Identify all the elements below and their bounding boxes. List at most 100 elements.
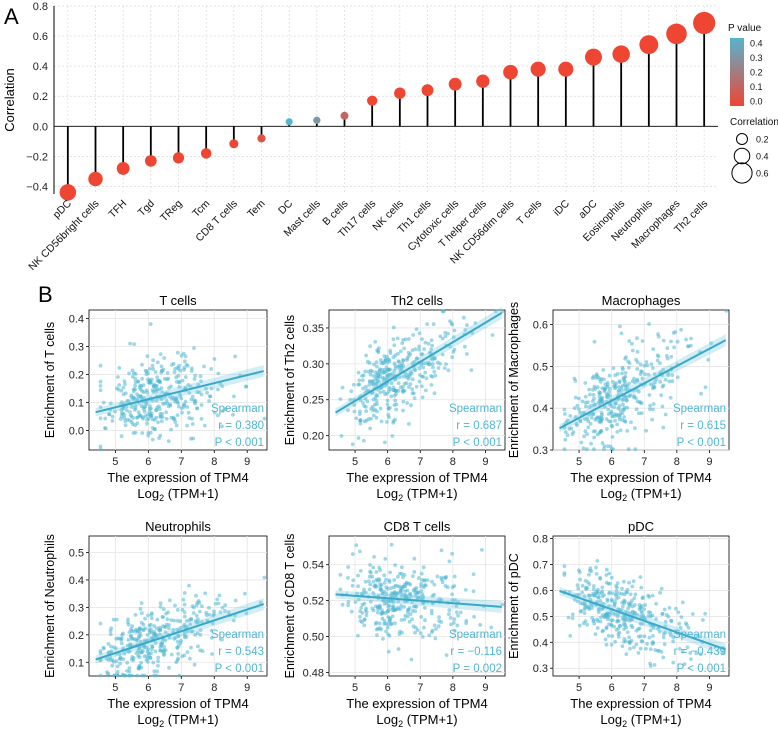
plot-area-a <box>54 6 718 194</box>
data-point <box>600 629 605 634</box>
data-point <box>372 555 376 559</box>
data-point <box>156 663 160 668</box>
point-idc <box>558 61 574 77</box>
data-point <box>188 622 193 627</box>
data-point <box>176 373 181 378</box>
data-point <box>562 447 567 452</box>
data-point <box>598 398 603 403</box>
data-point <box>422 347 426 351</box>
panel-title: CD8 T cells <box>384 519 451 534</box>
data-point <box>383 359 388 363</box>
data-point <box>186 410 191 415</box>
scatter-panel-cd8-t-cells: Spearman r = −0.116 P = 0.002 5 6 7 8 9 0.48 0.50… <box>283 519 506 729</box>
data-point <box>585 432 589 436</box>
data-point <box>647 393 652 397</box>
data-point <box>622 621 627 625</box>
data-point <box>137 655 142 660</box>
data-point <box>147 630 152 634</box>
data-point <box>655 358 660 363</box>
x-axis-subtitle-main: Log <box>600 486 622 501</box>
data-point <box>573 395 578 400</box>
data-point <box>363 396 368 401</box>
data-point <box>630 584 635 589</box>
data-point <box>98 405 103 409</box>
data-point <box>623 371 628 375</box>
data-point <box>463 344 467 349</box>
data-point <box>650 593 655 598</box>
x-axis-subtitle-rest: (TPM+1) <box>627 486 682 501</box>
data-point <box>373 370 378 375</box>
point-t-helper-cells <box>476 74 490 88</box>
data-point <box>154 408 158 413</box>
data-point <box>684 337 688 342</box>
data-point <box>103 416 108 421</box>
data-point <box>177 673 182 678</box>
data-point <box>199 417 204 421</box>
data-point <box>688 343 693 348</box>
data-point <box>356 597 361 602</box>
x-axis-subtitle-main: Log <box>137 486 159 501</box>
data-point <box>358 569 363 573</box>
data-point <box>346 576 350 580</box>
data-point <box>408 382 413 386</box>
data-point <box>243 591 247 596</box>
data-point <box>366 369 371 374</box>
data-point <box>618 428 623 433</box>
data-point <box>562 564 567 569</box>
data-point <box>189 366 194 371</box>
data-point <box>416 590 421 595</box>
data-point <box>605 427 609 431</box>
data-point <box>144 402 149 406</box>
data-point <box>397 375 402 380</box>
data-point <box>367 579 371 583</box>
data-point <box>160 650 165 654</box>
x-tick-label: 8 <box>674 456 680 468</box>
data-point <box>146 377 150 382</box>
data-point <box>179 396 184 401</box>
data-point <box>158 601 163 606</box>
data-point <box>390 605 395 610</box>
data-point <box>368 372 373 377</box>
data-point <box>622 640 626 644</box>
data-point <box>169 652 174 657</box>
data-point <box>617 630 622 635</box>
point-th1-cells <box>421 84 434 97</box>
data-point <box>652 385 656 390</box>
regression-line <box>559 339 727 430</box>
data-point <box>425 578 430 582</box>
data-point <box>133 403 138 408</box>
data-point <box>421 596 425 601</box>
data-point <box>410 348 415 353</box>
data-point <box>117 383 122 387</box>
x-axis-subtitle-sub: 2 <box>398 719 403 729</box>
data-point <box>145 633 150 637</box>
data-point <box>166 626 171 631</box>
data-point <box>604 573 609 577</box>
data-point <box>162 356 167 360</box>
data-point <box>619 331 624 336</box>
x-axis-subtitle-rest: (TPM+1) <box>403 486 458 501</box>
data-point <box>635 367 640 371</box>
data-point <box>352 382 356 387</box>
data-point <box>430 357 435 362</box>
data-point <box>638 575 643 579</box>
data-point <box>399 618 404 622</box>
data-point <box>161 624 165 629</box>
data-point <box>119 641 124 646</box>
data-point <box>163 630 168 635</box>
data-point <box>389 591 394 596</box>
data-point <box>604 625 609 630</box>
stat-annotation: Spearman <box>673 629 726 641</box>
data-point <box>396 381 401 385</box>
data-point <box>115 664 120 669</box>
y-tick-label: 0.20 <box>303 431 324 443</box>
y-tick-label: 0.1 <box>69 657 84 669</box>
data-point <box>426 341 431 346</box>
x-tick-label: 8 <box>211 456 217 468</box>
data-point <box>415 356 420 361</box>
data-point <box>703 385 708 390</box>
data-point <box>202 364 206 369</box>
data-point <box>363 579 368 584</box>
data-point <box>635 612 640 617</box>
data-point <box>595 385 600 390</box>
